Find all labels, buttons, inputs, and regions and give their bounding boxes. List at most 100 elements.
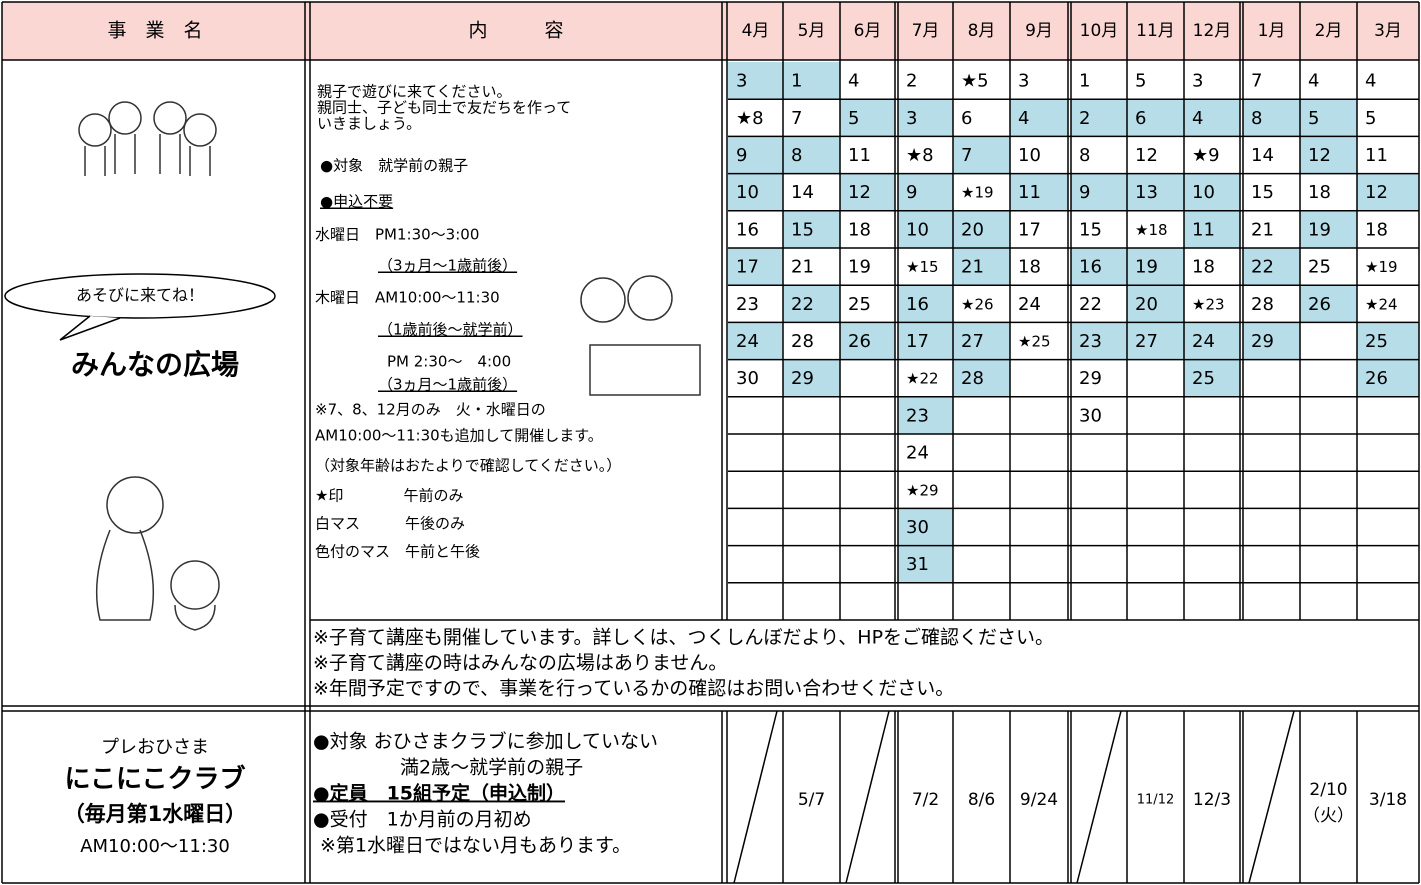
shaded-cell <box>1010 173 1068 211</box>
shaded-cell <box>1127 99 1184 137</box>
day-label: ★24 <box>1365 295 1398 313</box>
day-label: 18 <box>848 219 871 240</box>
shaded-cell <box>898 396 953 434</box>
shaded-cell <box>898 99 953 137</box>
shaded-cell <box>840 99 895 137</box>
day-label: 8 <box>1251 108 1262 129</box>
day-label: 4 <box>1018 108 1029 129</box>
day-label: 24 <box>1018 294 1041 315</box>
club-date: 2/10 <box>1309 780 1347 800</box>
shaded-cell <box>1071 322 1127 360</box>
shaded-cell <box>783 285 840 323</box>
shaded-cell <box>1300 99 1357 137</box>
day-label: ★8 <box>906 145 934 166</box>
day-label: 24 <box>736 331 759 352</box>
day-label: 5 <box>1365 108 1376 129</box>
day-label: 25 <box>1308 257 1331 278</box>
day-label: 27 <box>1135 331 1158 352</box>
day-label: 20 <box>1135 294 1158 315</box>
shaded-cell <box>953 210 1010 248</box>
shaded-cell <box>1010 99 1068 137</box>
day-label: 21 <box>791 257 814 278</box>
club-content-line: 満2歳～就学前の親子 <box>400 757 583 779</box>
hiroba-title: みんなの広場 <box>71 348 239 381</box>
slash <box>1248 710 1295 884</box>
day-label: 5 <box>1308 108 1319 129</box>
day-label: 3 <box>736 71 747 92</box>
shaded-cell <box>783 359 840 397</box>
content-line: （対象年齢はおたよりで確認してください。） <box>315 457 621 475</box>
shaded-cell <box>1357 322 1419 360</box>
day-label: ★15 <box>906 258 939 276</box>
day-label: 17 <box>1018 219 1041 240</box>
shaded-cell <box>728 136 783 174</box>
shaded-cell <box>1071 99 1127 137</box>
day-label: 11 <box>1192 219 1215 240</box>
day-label: 12 <box>1135 145 1158 166</box>
club-content-line: ※第1水曜日ではない月もあります。 <box>320 835 631 857</box>
club-schedule: （毎月第1水曜日） <box>64 802 247 826</box>
day-label: 25 <box>1365 331 1388 352</box>
day-label: 25 <box>848 294 871 315</box>
day-label: 27 <box>961 331 984 352</box>
shaded-cell <box>840 322 895 360</box>
day-label: 16 <box>906 294 929 315</box>
club-pre: プレおひさま <box>101 737 209 758</box>
content-line: いきましょう。 <box>317 115 421 133</box>
day-label: 6 <box>961 108 972 129</box>
shaded-cell <box>1127 248 1184 286</box>
club-date: 5/7 <box>798 790 825 810</box>
shaded-cell <box>1243 248 1300 286</box>
day-label: 7 <box>1251 71 1262 92</box>
day-label: 26 <box>1365 368 1388 389</box>
day-label: ★22 <box>906 370 939 388</box>
day-label: 18 <box>1308 182 1331 203</box>
day-label: 26 <box>1308 294 1331 315</box>
day-label: 5 <box>848 108 859 129</box>
club-content-line: ●対象 おひさまクラブに参加していない <box>313 730 658 753</box>
day-label: 30 <box>736 368 759 389</box>
day-label: 22 <box>1079 294 1102 315</box>
shaded-cell <box>1184 322 1240 360</box>
month-header: 6月 <box>854 21 882 41</box>
content-line: 親子で遊びに来てください。 <box>317 83 512 101</box>
note-line: ※子育て講座も開催しています。詳しくは、つくしんぼだより、HPをご確認ください。 <box>313 627 1054 649</box>
day-label: 20 <box>961 219 984 240</box>
shaded-cell <box>1300 285 1357 323</box>
club-date: 8/6 <box>968 790 995 810</box>
month-header: 11月 <box>1136 21 1175 41</box>
day-label: 15 <box>791 219 814 240</box>
day-label: 22 <box>791 294 814 315</box>
day-label: 4 <box>848 71 859 92</box>
note-line: ※子育て講座の時はみんなの広場はありません。 <box>313 652 727 674</box>
day-label: ★8 <box>736 108 764 129</box>
day-label: 11 <box>1365 145 1388 166</box>
day-label: ★19 <box>1365 258 1398 276</box>
day-label: 5 <box>1135 71 1146 92</box>
day-label: 23 <box>736 294 759 315</box>
day-label: 29 <box>1079 368 1102 389</box>
day-label: 12 <box>848 182 871 203</box>
day-label: 1 <box>791 71 802 92</box>
shaded-cell <box>1357 359 1419 397</box>
shaded-cell <box>898 508 953 546</box>
club-date: 7/2 <box>912 790 939 810</box>
shaded-cell <box>953 136 1010 174</box>
illustration-kids <box>78 101 217 176</box>
club-date: 12/3 <box>1193 790 1231 810</box>
day-label: 7 <box>961 145 972 166</box>
content-line: ●申込不要 <box>320 193 393 211</box>
day-label: 17 <box>906 331 929 352</box>
day-label: 10 <box>906 219 929 240</box>
content-line: （3ヵ月～1歳前後） <box>378 257 517 275</box>
day-label: 29 <box>1251 331 1274 352</box>
day-label: ★19 <box>961 184 994 202</box>
club-title: にこにこクラブ <box>65 764 246 795</box>
shaded-cell <box>898 285 953 323</box>
day-label: 9 <box>1079 182 1090 203</box>
month-header: 1月 <box>1258 21 1286 41</box>
shaded-cell <box>1184 359 1240 397</box>
day-label: 10 <box>1018 145 1041 166</box>
month-header: 2月 <box>1315 21 1343 41</box>
header-bg <box>2 2 1419 60</box>
